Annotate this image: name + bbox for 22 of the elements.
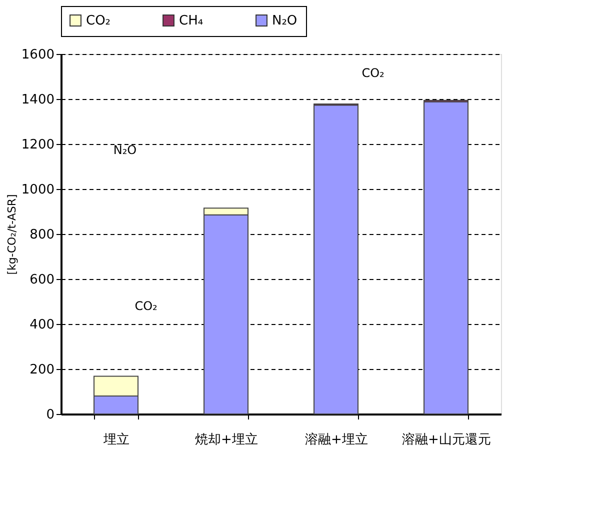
x-tick-label: 溶融+埋立 (305, 432, 368, 448)
legend-label: N₂O (272, 14, 298, 29)
annotation: CO₂ (134, 299, 158, 313)
x-tick-label: 埋立 (102, 432, 130, 448)
bar (314, 104, 358, 414)
y-tick-label: 600 (30, 272, 54, 288)
legend-label: CH₄ (179, 14, 204, 29)
y-tick-label: 400 (30, 318, 54, 332)
y-tick-label: 1000 (21, 182, 54, 198)
legend-label: CO₂ (86, 14, 111, 29)
x-tick-label: 溶融+山元還元 (402, 432, 491, 448)
y-tick-label: 200 (30, 362, 54, 378)
bar (424, 101, 468, 414)
y-tick-label: 800 (30, 228, 54, 242)
x-tick-label: 焼却+埋立 (195, 432, 258, 448)
y-tick-label: 1200 (21, 138, 54, 152)
annotation: CO₂ (362, 66, 385, 80)
y-axis-title: [kg-CO₂/t-ASR] (5, 194, 18, 275)
y-tick-label: 0 (46, 408, 54, 422)
y-tick-label: 1400 (21, 92, 54, 108)
y-tick-label: 1600 (21, 48, 54, 62)
annotation: N₂O (113, 143, 137, 157)
